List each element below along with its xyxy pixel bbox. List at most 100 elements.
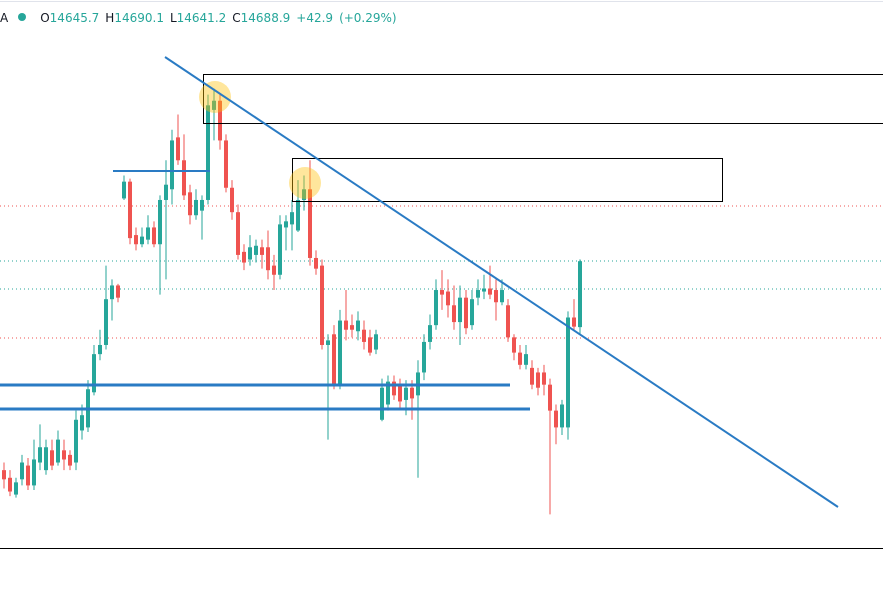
candle-body [518,352,522,365]
candle-body [512,337,516,353]
ohlc-label: O [40,11,50,25]
candle-body [206,105,210,200]
candle-body [44,447,48,471]
trend-line [164,56,839,508]
candle-body [464,297,468,329]
candle-body [104,299,108,345]
ohlc-value: 14690.1 [114,11,164,25]
candle-body [80,415,84,431]
candle-body [560,404,564,428]
candle-body [242,251,246,263]
candle-body [92,354,96,393]
candle-body [524,354,528,365]
status-dot [18,13,27,21]
candle-body [500,290,504,303]
candle-body [266,247,270,271]
candle-body [440,290,444,295]
candle-body [176,137,180,161]
ohlc-label: H [105,11,115,25]
candle-body [62,450,66,460]
candle-body [230,187,234,213]
ohlc-value: 14688.9 [240,11,291,25]
candle-body [32,459,36,486]
candle-body [332,334,336,385]
candle-body [320,265,324,345]
symbol: A [0,11,9,25]
candle-body [488,288,492,295]
candle-body [554,410,558,428]
candle-body [194,199,198,216]
candle-body [326,340,330,345]
candle-body [134,235,138,245]
candle-body [476,290,480,298]
candle-body [68,454,72,466]
candle-body [452,305,456,323]
ohlc-value: 14645.7 [49,11,100,25]
candle-body [122,181,126,199]
drawings [0,1,883,549]
candle-body [140,236,144,245]
change-percent: (+0.29%) [339,11,397,25]
candle-body [458,297,462,323]
candle-body [152,227,156,245]
candle-body [188,192,192,216]
candle-body [74,419,78,463]
candle-body [14,482,18,495]
candle-body [38,447,42,463]
ohlc-value: 14641.2 [176,11,227,25]
candle-body [344,320,348,330]
candle-body [20,462,24,480]
candles [2,88,582,515]
candle-body [164,184,168,200]
candle-body [404,387,408,400]
candle-body [260,247,264,255]
candle-body [368,337,372,353]
highlight-circle [199,81,231,113]
candle-body [356,320,360,332]
ohlc-label: L [169,11,177,25]
candle-body [146,227,150,240]
candle-body [128,181,132,239]
zone-box [203,74,883,124]
change: +42.9 [296,11,334,25]
candle-body [26,465,30,486]
candle-body [482,288,486,292]
candle-body [182,160,186,196]
candle-body [542,372,546,385]
candle-body [338,320,342,385]
candle-body [350,325,354,330]
candle-body [308,189,312,258]
candle-body [248,247,252,260]
candle-body [506,305,510,338]
candle-body [380,387,384,420]
candle-body [224,140,228,188]
candle-body [218,100,222,141]
candle-body [578,261,582,328]
zone-box [292,158,723,202]
candle-body [530,367,534,385]
ohlc-legend: A O14645.7 H14690.1 L14641.2 C14688.9 +42.9 (+… [0,11,403,25]
candle-body [392,381,396,396]
candle-body [410,387,414,399]
candle-body [170,140,174,190]
candle-body [374,334,378,350]
candle-body [548,384,552,411]
candle-body [314,257,318,269]
candle-body [284,221,288,228]
candle-body [98,344,102,355]
candle-body [50,450,54,466]
ohlc-label: C [232,11,241,25]
candle-body [8,477,12,492]
candle-body [446,291,450,306]
candle-body [296,199,300,231]
candle-body [434,290,438,326]
candle-body [422,341,426,373]
candle-body [236,212,240,255]
candle-body [110,285,114,300]
candle-body [56,439,60,463]
candle-body [200,199,204,211]
candle-body [302,189,306,200]
candle-body [116,285,120,298]
